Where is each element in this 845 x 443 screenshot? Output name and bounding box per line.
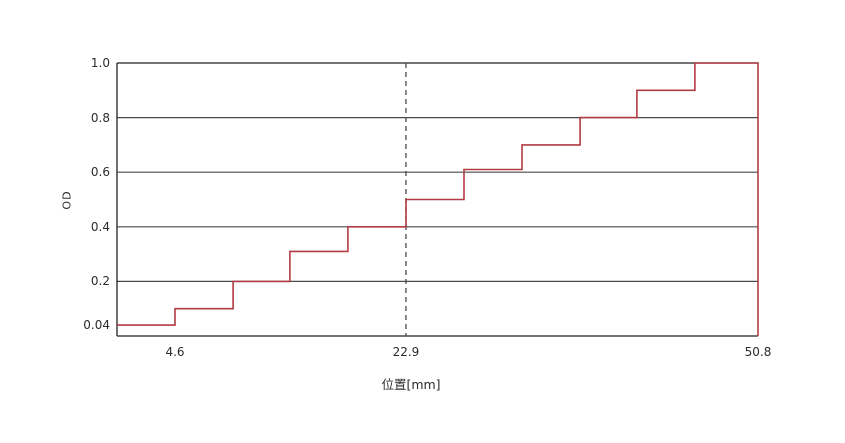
- y-tick-label: 0.6: [90, 165, 110, 180]
- od-step-line: [117, 62, 759, 336]
- y-tick-label: 0.8: [90, 110, 110, 125]
- y-tick-label: 0.04: [83, 318, 110, 333]
- y-axis-title: OD: [60, 190, 74, 210]
- x-tick-label: 22.9: [392, 345, 420, 359]
- y-tick-label: 1.0: [90, 56, 110, 70]
- x-axis-title: 位置[mm]: [381, 377, 441, 392]
- x-tick-label: 50.8: [744, 345, 772, 359]
- y-tick-label: 0.2: [90, 274, 110, 289]
- x-tick-label: 4.6: [165, 345, 185, 359]
- y-tick-label: 0.4: [90, 219, 110, 234]
